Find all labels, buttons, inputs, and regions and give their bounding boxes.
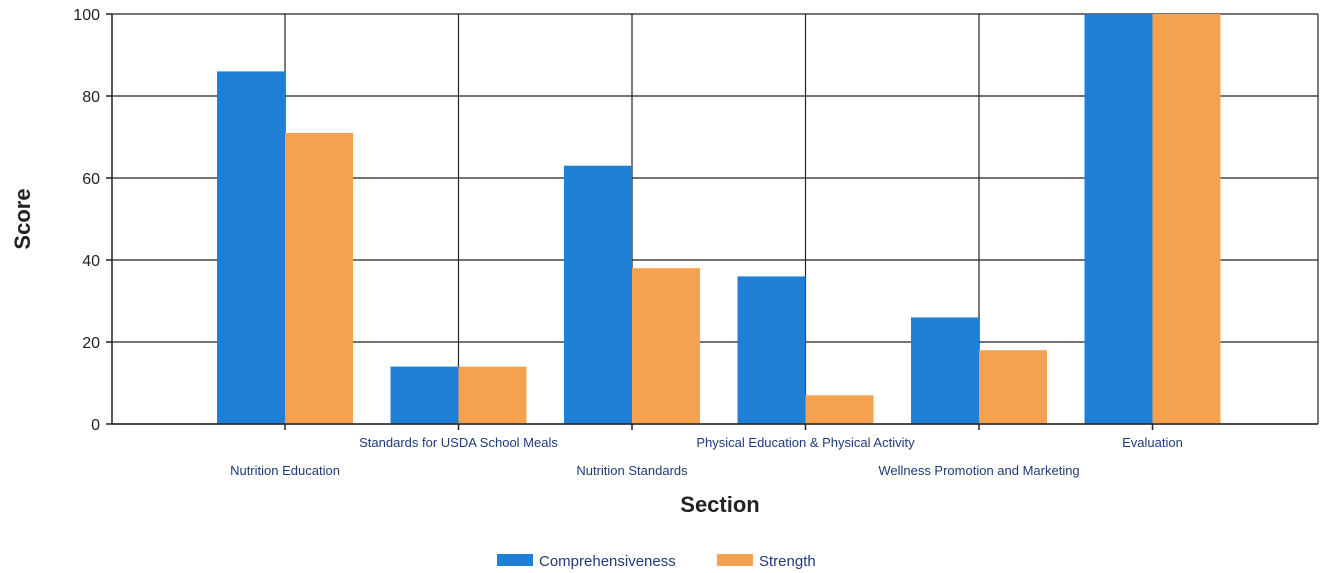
bar-comprehensiveness-6	[1084, 14, 1153, 424]
bars	[217, 14, 1221, 425]
y-axis-title: Score	[10, 188, 35, 249]
x-category-label: Standards for USDA School Meals	[359, 435, 558, 450]
legend: Comprehensiveness Strength	[497, 553, 816, 570]
x-category-label: Evaluation	[1122, 435, 1183, 450]
y-tick-labels: 0 20 40 60 80 100	[73, 7, 100, 434]
x-category-label: Nutrition Education	[230, 463, 340, 478]
y-tick-label: 20	[82, 335, 100, 352]
bar-strength-6	[1152, 14, 1221, 424]
y-tick-label: 80	[82, 89, 100, 106]
bar-strength-2	[458, 366, 527, 424]
y-tick-label: 40	[82, 253, 100, 270]
x-category-label: Physical Education & Physical Activity	[696, 435, 915, 450]
legend-swatch-strength	[717, 554, 753, 566]
bar-comprehensiveness-1	[217, 71, 285, 425]
legend-label-strength: Strength	[759, 553, 816, 570]
bar-comprehensiveness-2	[390, 366, 459, 424]
x-axis-title: Section	[680, 492, 759, 517]
legend-label-comprehensiveness: Comprehensiveness	[539, 553, 676, 570]
bar-comprehensiveness-5	[911, 317, 979, 424]
bar-strength-5	[979, 350, 1047, 424]
x-category-label: Nutrition Standards	[576, 463, 688, 478]
y-tick-label: 0	[91, 417, 100, 434]
x-category-label: Wellness Promotion and Marketing	[878, 463, 1079, 478]
x-category-labels: Nutrition Education Standards for USDA Sc…	[230, 435, 1183, 478]
y-tick-label: 60	[82, 171, 100, 188]
y-tick-label: 100	[73, 7, 100, 24]
bar-strength-1	[285, 132, 353, 424]
axes	[106, 13, 1318, 430]
legend-swatch-comprehensiveness	[497, 554, 533, 566]
bar-comprehensiveness-4	[737, 276, 806, 424]
bar-strength-3	[632, 268, 700, 424]
bar-strength-4	[805, 395, 874, 424]
bar-comprehensiveness-3	[564, 165, 632, 424]
